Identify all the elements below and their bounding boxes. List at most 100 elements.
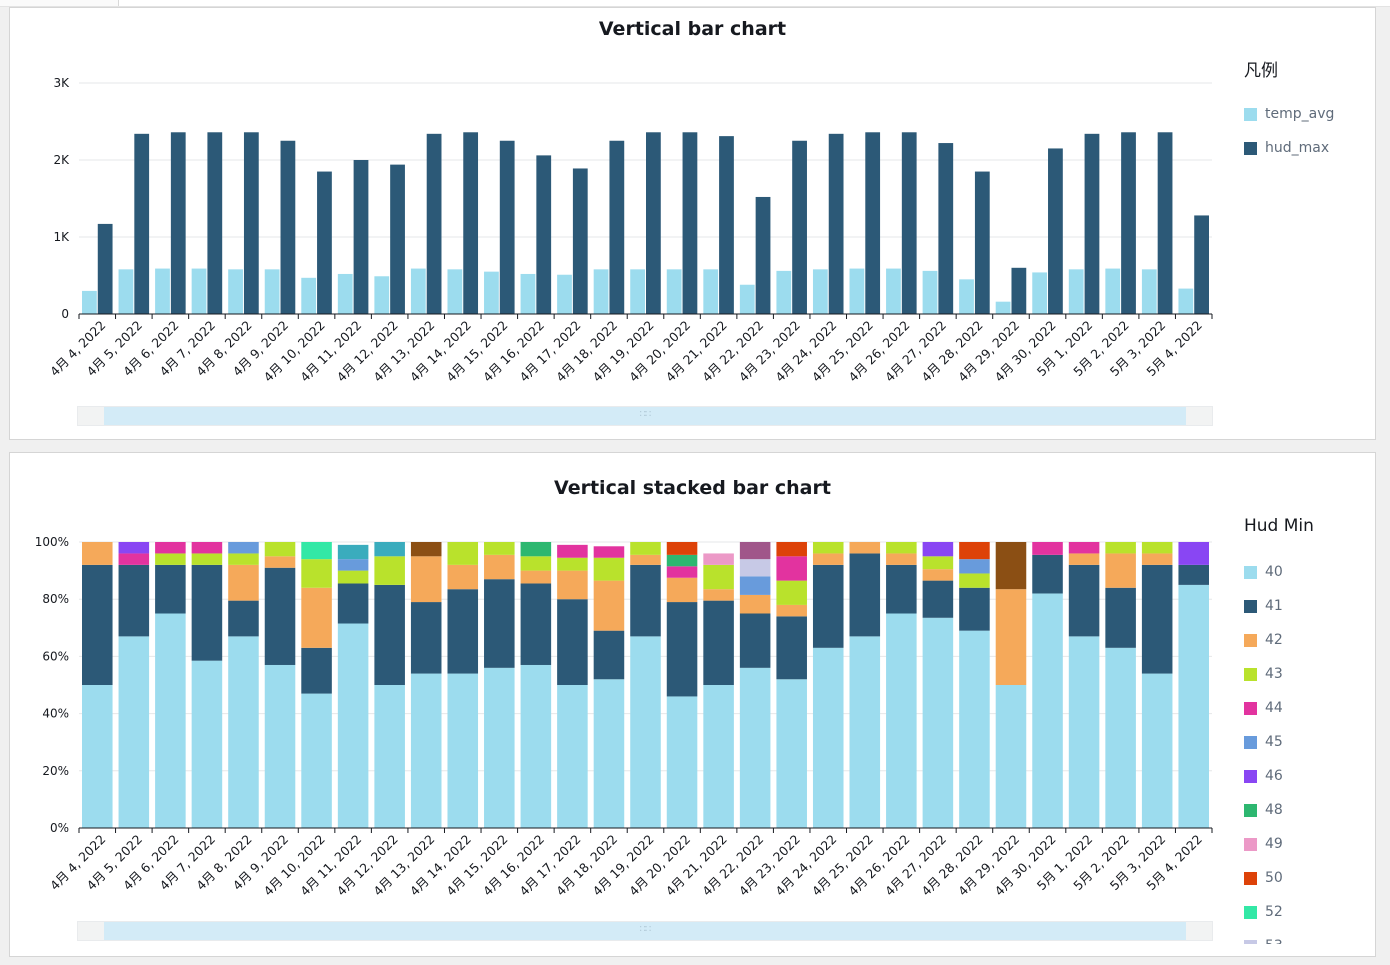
stacked-bar-segment[interactable]	[922, 556, 954, 570]
stacked-bar-segment[interactable]	[703, 564, 734, 590]
bar[interactable]	[134, 133, 150, 314]
bar[interactable]	[118, 269, 134, 314]
stacked-bar-segment[interactable]	[155, 553, 186, 565]
bar[interactable]	[170, 132, 186, 314]
legend-item[interactable]: 40	[1244, 562, 1283, 582]
stacked-bar-segment[interactable]	[1068, 542, 1100, 554]
scrollbar-thumb[interactable]: ∷∷	[104, 922, 1186, 940]
stacked-bar-segment[interactable]	[593, 557, 625, 581]
stacked-bar-segment[interactable]	[301, 559, 332, 588]
stacked-bar-segment[interactable]	[849, 542, 881, 554]
bar[interactable]	[719, 136, 734, 314]
bar[interactable]	[609, 140, 625, 314]
stacked-bar-segment[interactable]	[337, 559, 369, 571]
stacked-bar-segment[interactable]	[484, 542, 515, 555]
stacked-bar-segment[interactable]	[739, 613, 771, 668]
bar[interactable]	[886, 268, 901, 314]
legend-item[interactable]: 43	[1244, 664, 1283, 684]
bar[interactable]	[191, 268, 207, 314]
stacked-bar-segment[interactable]	[959, 559, 990, 574]
stacked-bar-segment[interactable]	[1032, 542, 1063, 555]
stacked-bar-segment[interactable]	[1105, 542, 1136, 554]
stacked-bar-segment[interactable]	[447, 589, 479, 674]
stacked-bar-segment[interactable]	[703, 589, 734, 601]
stacked-bar-segment[interactable]	[337, 570, 369, 584]
stacked-bar-segment[interactable]	[922, 542, 954, 557]
bar[interactable]	[1105, 268, 1121, 314]
legend-item[interactable]: 50	[1244, 868, 1283, 888]
bar[interactable]	[390, 164, 405, 314]
stacked-bar-segment[interactable]	[666, 566, 698, 578]
stacked-bar-segment[interactable]	[520, 664, 552, 828]
stacked-bar-segment[interactable]	[118, 564, 150, 637]
scrollbar-thumb[interactable]: ∷∷	[104, 407, 1186, 425]
bar[interactable]	[1121, 132, 1136, 314]
horizontal-scrollbar[interactable]: ∷∷	[77, 406, 1213, 426]
bar[interactable]	[353, 160, 369, 314]
bar[interactable]	[865, 132, 881, 314]
bar[interactable]	[155, 268, 170, 314]
stacked-bar-segment[interactable]	[155, 542, 186, 554]
stacked-bar-segment[interactable]	[228, 564, 259, 601]
bar[interactable]	[995, 301, 1011, 314]
bar[interactable]	[536, 155, 552, 314]
bar[interactable]	[776, 270, 792, 314]
stacked-bar-segment[interactable]	[1105, 647, 1136, 828]
bar[interactable]	[337, 273, 353, 314]
bar[interactable]	[1178, 288, 1194, 314]
horizontal-scrollbar[interactable]: ∷∷	[77, 921, 1213, 941]
bar[interactable]	[1084, 133, 1100, 314]
bar[interactable]	[484, 271, 499, 314]
stacked-bar-segment[interactable]	[739, 559, 771, 577]
stacked-bar-segment[interactable]	[776, 580, 807, 605]
stacked-bar-segment[interactable]	[812, 647, 844, 828]
stacked-bar-segment[interactable]	[374, 685, 405, 828]
legend-item[interactable]: 48	[1244, 800, 1283, 820]
bar[interactable]	[974, 171, 990, 314]
legend-item[interactable]: 52	[1244, 902, 1283, 922]
stacked-bar-segment[interactable]	[849, 636, 881, 828]
bar[interactable]	[426, 133, 442, 314]
legend-item[interactable]: 42	[1244, 630, 1283, 650]
stacked-bar-segment[interactable]	[82, 542, 113, 565]
bar[interactable]	[901, 132, 917, 314]
stacked-bar-segment[interactable]	[776, 604, 807, 617]
stacked-bar-segment[interactable]	[776, 556, 807, 581]
legend-item[interactable]: 49	[1244, 834, 1283, 854]
stacked-bar-segment[interactable]	[520, 570, 552, 584]
stacked-bar-segment[interactable]	[995, 685, 1027, 828]
stacked-bar-segment[interactable]	[374, 556, 405, 585]
bar[interactable]	[666, 269, 682, 314]
stacked-bar-segment[interactable]	[922, 580, 954, 618]
legend-item[interactable]: temp_avg	[1244, 104, 1334, 124]
stacked-bar-segment[interactable]	[959, 630, 990, 828]
legend-item[interactable]: 45	[1244, 732, 1283, 752]
bar[interactable]	[849, 268, 865, 314]
stacked-bar-segment[interactable]	[1068, 564, 1100, 637]
stacked-bar-segment[interactable]	[1105, 587, 1136, 648]
stacked-bar-segment[interactable]	[191, 564, 223, 661]
bar[interactable]	[557, 274, 572, 314]
stacked-bar-segment[interactable]	[1032, 554, 1063, 594]
stacked-bar-segment[interactable]	[739, 667, 771, 828]
legend-scroll-area[interactable]: 40 41 42 43 44 45 46 48 49 50 52 53	[1244, 513, 1384, 944]
stacked-bar-segment[interactable]	[886, 542, 917, 554]
bar[interactable]	[1141, 269, 1157, 314]
stacked-bar-segment[interactable]	[1178, 584, 1209, 828]
stacked-bar-segment[interactable]	[593, 546, 625, 558]
bar[interactable]	[922, 270, 938, 314]
legend-item[interactable]: 41	[1244, 596, 1283, 616]
stacked-bar-segment[interactable]	[812, 542, 844, 554]
stacked-bar-segment[interactable]	[995, 542, 1027, 590]
stacked-bar-segment[interactable]	[301, 693, 332, 828]
stacked-bar-segment[interactable]	[82, 685, 113, 828]
stacked-bar-segment[interactable]	[557, 557, 588, 571]
stacked-bar-segment[interactable]	[849, 553, 881, 637]
stacked-bar-segment[interactable]	[82, 564, 113, 685]
stacked-bar-segment[interactable]	[922, 617, 954, 828]
legend-item[interactable]: hud_max	[1244, 138, 1329, 158]
stacked-bar-segment[interactable]	[191, 553, 223, 565]
stacked-bar-segment[interactable]	[301, 587, 332, 648]
bar[interactable]	[301, 277, 317, 314]
stacked-bar-segment[interactable]	[484, 554, 515, 580]
